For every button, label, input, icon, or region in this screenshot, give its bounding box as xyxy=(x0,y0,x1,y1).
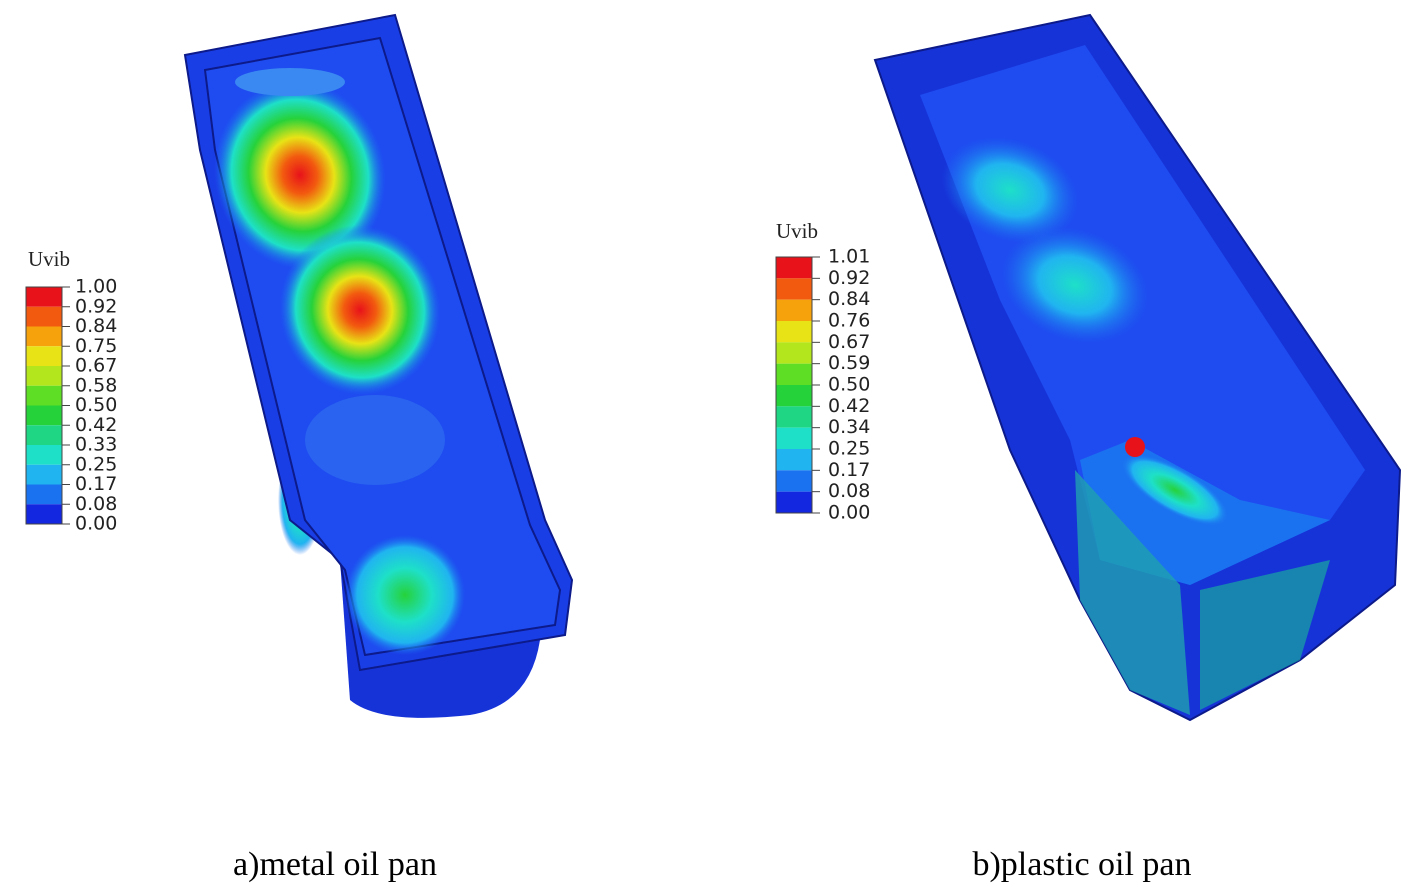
legend-label: 1.00 xyxy=(75,276,117,298)
legend-label: 0.75 xyxy=(75,335,117,357)
legend-label: 0.17 xyxy=(75,473,117,495)
legend-swatch xyxy=(776,299,812,321)
legend-swatch xyxy=(776,278,812,300)
legend-swatch xyxy=(26,464,62,485)
legend-swatch xyxy=(26,405,62,426)
legend-swatch xyxy=(776,491,812,513)
legend-label: 0.92 xyxy=(75,295,117,317)
legend-label: 0.84 xyxy=(828,288,870,310)
legend-swatch xyxy=(26,425,62,445)
legend-label: 0.58 xyxy=(75,374,117,396)
legend-label: 0.08 xyxy=(75,493,117,515)
legend-label: 0.17 xyxy=(828,459,870,481)
legend-title: Uvib xyxy=(28,247,70,271)
legend-swatch xyxy=(776,342,812,364)
legend-label: 0.92 xyxy=(828,267,870,289)
legend-label: 0.59 xyxy=(828,352,870,374)
legend-swatch xyxy=(26,306,62,327)
plastic-pan-render xyxy=(873,13,1402,722)
legend-swatch xyxy=(26,366,62,386)
legend-swatch xyxy=(26,326,62,347)
legend-label: 0.76 xyxy=(828,310,870,332)
legend-swatch xyxy=(26,445,62,465)
legend-label: 0.50 xyxy=(828,374,870,396)
legend-swatch xyxy=(776,449,812,471)
legend-swatch xyxy=(776,257,812,279)
legend-label: 0.67 xyxy=(75,355,117,377)
legend-swatch xyxy=(26,484,62,505)
legend-swatch xyxy=(26,504,62,524)
legend-swatch xyxy=(776,427,812,449)
legend-label: 0.34 xyxy=(828,416,870,438)
legend-swatch xyxy=(26,385,62,406)
metal-pan-render xyxy=(183,13,574,718)
caption: b)plastic oil pan xyxy=(972,846,1191,883)
legend-label: 0.00 xyxy=(75,513,117,535)
legend-label: 0.33 xyxy=(75,434,117,456)
legend-label: 0.42 xyxy=(75,414,117,436)
legend-swatch xyxy=(26,287,62,307)
legend-swatch xyxy=(776,406,812,428)
legend-label: 0.50 xyxy=(75,394,117,416)
legend-swatch xyxy=(776,385,812,407)
legend-label: 0.25 xyxy=(828,438,870,460)
legend-label: 0.67 xyxy=(828,331,870,353)
legend-swatch xyxy=(776,321,812,343)
legend-title: Uvib xyxy=(776,219,818,243)
legend-label: 0.08 xyxy=(828,480,870,502)
legend-label: 0.25 xyxy=(75,453,117,475)
legend-label: 1.01 xyxy=(828,246,870,268)
legend-swatch xyxy=(26,346,62,366)
legend-swatch xyxy=(776,470,812,492)
legend-label: 0.00 xyxy=(828,502,870,524)
legend-label: 0.42 xyxy=(828,395,870,417)
legend-swatch xyxy=(776,363,812,385)
caption: a)metal oil pan xyxy=(233,846,437,883)
legend-label: 0.84 xyxy=(75,315,117,337)
